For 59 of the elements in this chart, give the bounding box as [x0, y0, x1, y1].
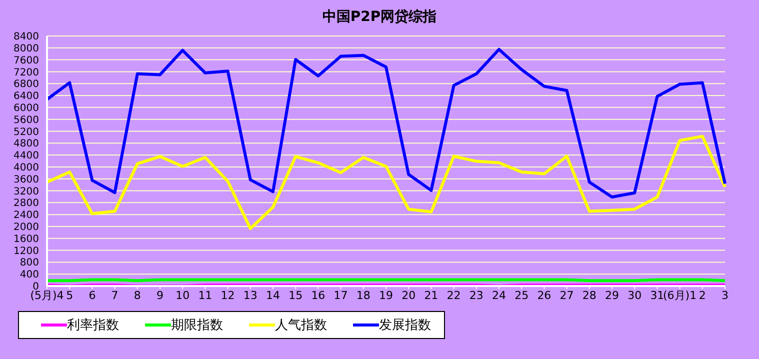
x-tick-label: 22: [446, 288, 461, 302]
y-tick-label: 8400: [14, 32, 39, 43]
x-tick-label: 27: [560, 288, 574, 302]
legend-label: 利率指数: [67, 317, 119, 334]
y-tick-label: 4400: [14, 150, 39, 162]
y-tick-label: 1600: [14, 234, 39, 245]
chart-title: 中国P2P网贷综指: [321, 8, 438, 26]
x-tick-label: 19: [379, 288, 393, 302]
y-tick-label: 4000: [14, 162, 39, 174]
y-tick-label: 2400: [14, 210, 39, 222]
x-tick-label: 21: [424, 288, 438, 302]
y-tick-label: 2000: [14, 222, 39, 234]
x-tick-label: (6月)1: [663, 288, 697, 302]
x-tick-label: 20: [402, 288, 416, 302]
y-tick-label: 5200: [14, 126, 39, 138]
x-tick-label: 18: [356, 288, 370, 302]
line-series: [46, 134, 726, 230]
y-tick-label: 2800: [14, 198, 39, 210]
x-tick-label: 7: [111, 288, 118, 302]
y-tick-label: 6000: [14, 102, 39, 114]
x-tick-label: 24: [492, 288, 506, 302]
x-tick-label: 12: [220, 288, 235, 302]
x-tick-label: 10: [176, 288, 190, 302]
legend-label: 期限指数: [171, 317, 223, 334]
x-tick-label: 15: [288, 288, 303, 302]
y-tick-label: 7600: [14, 55, 39, 66]
y-tick-label: 400: [20, 270, 39, 281]
y-tick-label: 7200: [14, 67, 39, 78]
legend-label: 发展指数: [379, 317, 431, 334]
x-tick-label: 16: [311, 288, 326, 302]
x-tick-label: 14: [266, 288, 280, 302]
y-tick-label: 1200: [14, 246, 39, 257]
x-tick-label: 31: [650, 288, 664, 302]
y-tick-label: 800: [20, 258, 39, 269]
x-tick-label: 11: [198, 288, 212, 302]
y-tick-label: 6800: [14, 79, 39, 90]
y-tick-label: 3600: [14, 174, 39, 186]
line-series: [46, 48, 726, 199]
x-tick-label: 28: [582, 288, 596, 302]
x-tick-label: 17: [334, 288, 348, 302]
y-tick-label: 8000: [14, 43, 39, 54]
x-tick-label: 29: [605, 288, 619, 302]
x-tick-label: 30: [628, 288, 642, 302]
x-tick-label: 26: [537, 288, 552, 302]
x-tick-label: 2: [698, 288, 706, 302]
x-tick-label: 6: [88, 288, 96, 302]
x-tick-label: 3: [722, 288, 728, 302]
x-tick-label: 9: [156, 288, 164, 302]
x-tick-label: 8: [134, 288, 141, 302]
x-tick-label: 13: [243, 288, 258, 302]
x-tick-label: 25: [514, 288, 529, 302]
y-tick-label: 3200: [14, 186, 39, 198]
y-tick-label: 5600: [14, 114, 39, 126]
x-tick-label: 23: [469, 288, 484, 302]
x-tick-label: 5: [66, 288, 74, 302]
y-tick-label: 6400: [14, 91, 39, 102]
y-tick-label: 4800: [14, 138, 39, 150]
x-tick-label: (5月)4: [30, 288, 64, 302]
legend-label: 人气指数: [275, 317, 327, 334]
